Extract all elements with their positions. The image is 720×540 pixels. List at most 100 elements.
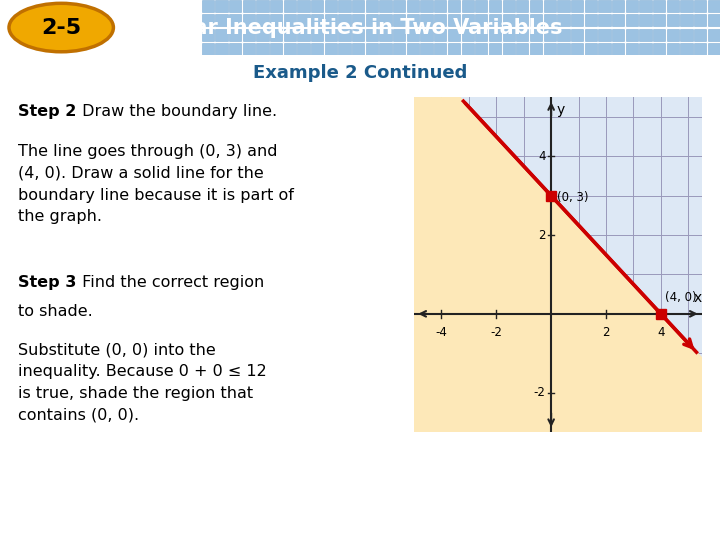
Text: Draw the boundary line.: Draw the boundary line.	[77, 104, 277, 119]
Polygon shape	[414, 97, 702, 432]
Bar	[530, 0, 542, 12]
Bar	[557, 0, 570, 12]
Bar	[653, 29, 665, 40]
Bar	[352, 43, 364, 55]
Bar	[612, 43, 624, 55]
Bar	[202, 43, 214, 55]
Bar	[503, 29, 515, 40]
Bar	[379, 0, 392, 12]
Bar	[530, 29, 542, 40]
Bar	[379, 29, 392, 40]
Bar	[516, 29, 528, 40]
Bar	[434, 43, 446, 55]
Text: 2-5: 2-5	[41, 17, 81, 38]
Bar	[393, 0, 405, 12]
Bar	[489, 43, 501, 55]
Bar	[557, 43, 570, 55]
Bar	[215, 15, 228, 26]
Bar	[352, 15, 364, 26]
Bar	[202, 15, 214, 26]
Bar	[639, 15, 652, 26]
Bar	[434, 0, 446, 12]
Bar	[708, 43, 720, 55]
Bar	[393, 43, 405, 55]
Bar	[229, 43, 241, 55]
Bar	[366, 15, 378, 26]
Bar	[215, 0, 228, 12]
Bar	[680, 15, 693, 26]
Bar	[639, 43, 652, 55]
Text: Step 3: Step 3	[19, 275, 77, 290]
Text: -2: -2	[490, 326, 503, 339]
Text: 2: 2	[602, 326, 610, 339]
Bar	[420, 15, 433, 26]
Bar	[393, 29, 405, 40]
Bar	[407, 0, 419, 12]
Bar	[557, 29, 570, 40]
Bar	[243, 29, 255, 40]
Bar	[489, 15, 501, 26]
Bar	[462, 0, 474, 12]
Bar	[557, 15, 570, 26]
Bar	[626, 15, 638, 26]
Text: 4: 4	[538, 150, 546, 163]
Text: Find the correct region: Find the correct region	[77, 275, 264, 290]
Bar	[544, 0, 556, 12]
Bar	[475, 29, 487, 40]
Bar	[256, 29, 269, 40]
Bar	[284, 29, 296, 40]
Bar	[626, 0, 638, 12]
Text: (0, 3): (0, 3)	[557, 191, 588, 204]
Bar	[284, 43, 296, 55]
Bar	[571, 0, 583, 12]
Bar	[325, 43, 337, 55]
Bar	[325, 15, 337, 26]
Bar	[639, 29, 652, 40]
Bar	[585, 43, 597, 55]
Bar	[256, 0, 269, 12]
Bar	[475, 43, 487, 55]
Bar	[270, 29, 282, 40]
Text: -4: -4	[436, 326, 447, 339]
Bar	[530, 43, 542, 55]
Bar	[420, 43, 433, 55]
Bar	[667, 29, 679, 40]
Text: Example 2 Continued: Example 2 Continued	[253, 64, 467, 82]
Bar	[653, 0, 665, 12]
Text: 4: 4	[657, 326, 665, 339]
Text: Substitute (0, 0) into the
inequality. Because 0 + 0 ≤ 12
is true, shade the reg: Substitute (0, 0) into the inequality. B…	[19, 342, 267, 422]
Bar	[680, 29, 693, 40]
Bar	[489, 29, 501, 40]
Bar	[229, 29, 241, 40]
Bar	[694, 15, 706, 26]
Text: -2: -2	[534, 386, 546, 399]
Bar	[516, 43, 528, 55]
Bar	[284, 0, 296, 12]
Bar	[489, 0, 501, 12]
Bar	[407, 29, 419, 40]
Bar	[270, 43, 282, 55]
Bar	[243, 43, 255, 55]
Bar	[379, 43, 392, 55]
Bar	[585, 0, 597, 12]
Bar	[680, 0, 693, 12]
Bar	[448, 15, 460, 26]
Bar	[229, 0, 241, 12]
Bar	[475, 0, 487, 12]
Bar	[571, 15, 583, 26]
Bar	[379, 15, 392, 26]
Bar	[503, 15, 515, 26]
Bar	[694, 43, 706, 55]
Bar	[202, 0, 214, 12]
Bar	[612, 15, 624, 26]
Bar	[462, 15, 474, 26]
Bar	[420, 0, 433, 12]
Bar	[626, 43, 638, 55]
Bar	[243, 15, 255, 26]
Bar	[434, 29, 446, 40]
Bar	[639, 0, 652, 12]
Bar	[626, 29, 638, 40]
Bar	[420, 29, 433, 40]
Bar	[229, 15, 241, 26]
Bar	[366, 0, 378, 12]
